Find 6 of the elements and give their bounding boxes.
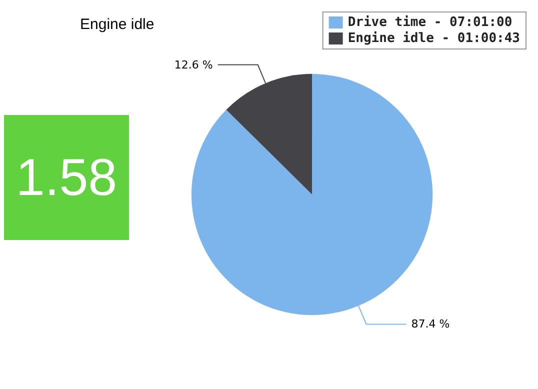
- legend-label: Engine idle - 01:00:43: [348, 31, 520, 46]
- data-label: 87.4 %: [411, 318, 450, 331]
- legend-label: Drive time - 07:01:00: [348, 15, 512, 30]
- card-panel: 1.58: [4, 115, 129, 240]
- chart-title: Engine idle: [80, 16, 154, 33]
- data-label: 12.6 %: [174, 58, 213, 72]
